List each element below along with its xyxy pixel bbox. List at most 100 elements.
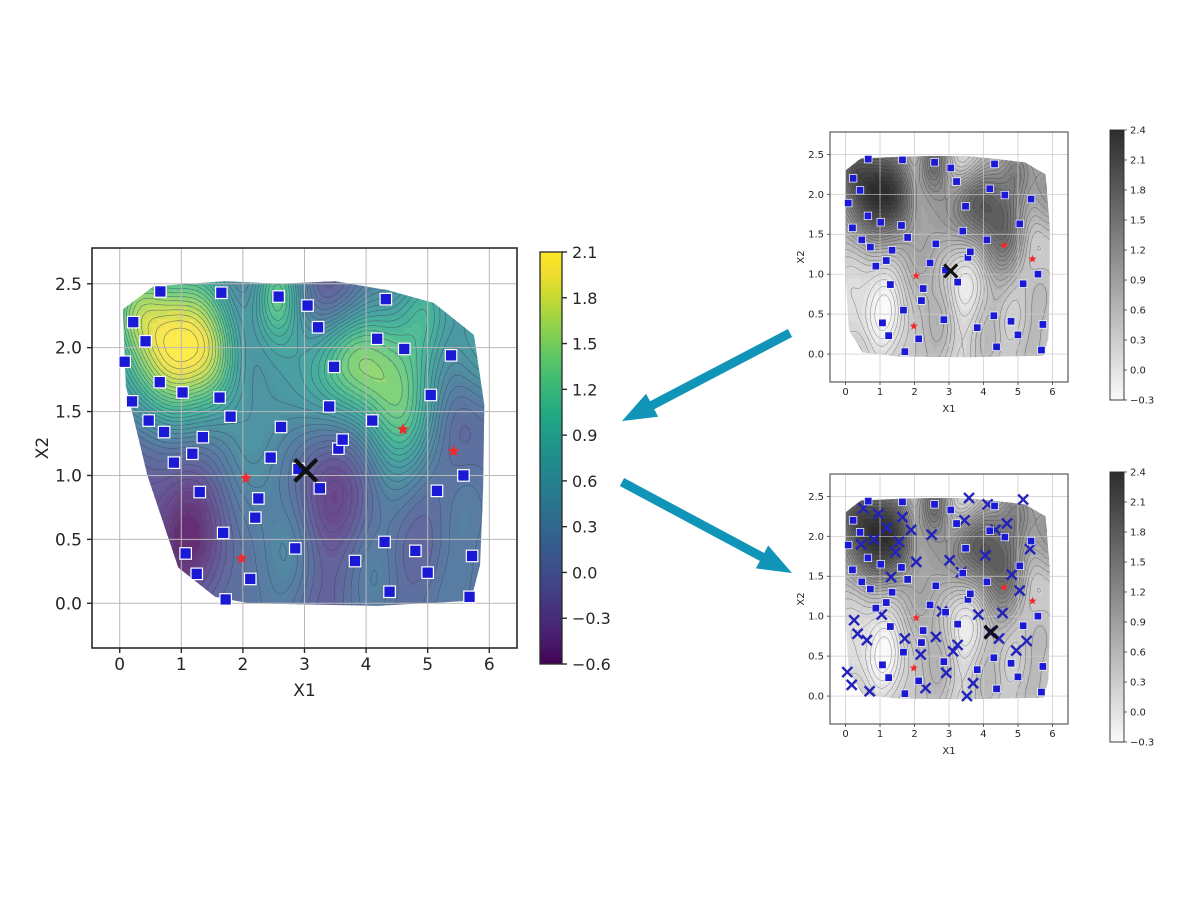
- observed-point-square-marker: [370, 332, 384, 346]
- observed-point-square-marker: [274, 420, 288, 434]
- observed-point-square-marker: [876, 560, 885, 569]
- observed-point-square-marker: [336, 433, 349, 446]
- bottom-right-gray-plot-ytick-label: 1.0: [808, 612, 824, 623]
- observed-point-square-marker: [900, 689, 909, 698]
- candidate-point-x-marker: [881, 521, 893, 534]
- observed-point-square-marker: [383, 585, 396, 599]
- observed-point-square-marker: [939, 657, 948, 666]
- candidate-point-x-marker: [914, 648, 927, 661]
- main-contour-plot-xtick-label: 6: [484, 655, 495, 675]
- bottom-right-gray-plot-xtick-label: 0: [842, 729, 848, 740]
- top-right-gray-plot-xtick-label: 4: [980, 387, 986, 398]
- reference-point-star-marker: [1028, 254, 1037, 263]
- observed-point-square-marker: [1000, 190, 1009, 200]
- observed-point-square-marker: [1013, 672, 1023, 681]
- bottom-right-gray-plot-xtick-label: 1: [877, 729, 883, 740]
- observed-point-square-marker: [1037, 687, 1046, 697]
- observed-point-square-marker: [961, 202, 970, 211]
- query-point-x-marker: [943, 263, 959, 279]
- main-contour-plot-ytick-label: 2.0: [55, 339, 82, 359]
- bottom-right-gray-plot-xtick-label: 5: [1015, 729, 1021, 740]
- main-contour-plot-ytick-label: 1.0: [55, 466, 82, 486]
- observed-point-square-marker: [857, 577, 866, 586]
- top-right-gray-plot-ytick-label: 2.5: [808, 150, 824, 161]
- candidate-point-x-marker: [851, 627, 864, 640]
- top-right-colorbar-tick-label: 0.6: [1130, 306, 1146, 317]
- observed-point-square-marker: [897, 221, 906, 230]
- observed-point-square-marker: [190, 567, 204, 581]
- observed-point-square-marker: [925, 258, 935, 268]
- observed-point-square-marker: [1038, 320, 1047, 329]
- observed-point-square-marker: [1006, 659, 1016, 668]
- observed-point-square-marker: [186, 447, 199, 461]
- main-colorbar-tick-label: 0.9: [572, 426, 597, 445]
- main-colorbar-tick-label: 0.6: [572, 472, 597, 491]
- bottom-right-colorbar-tick-label: 0.9: [1130, 618, 1146, 629]
- candidate-point-x-marker: [1001, 517, 1013, 530]
- observed-point-square-marker: [864, 497, 873, 506]
- observed-point-square-marker: [1015, 219, 1024, 228]
- observed-point-square-marker: [252, 492, 265, 505]
- bottom-right-gray-plot-yaxis-title: X2: [796, 592, 807, 605]
- observed-point-square-marker: [264, 451, 277, 464]
- main-contour-plot: 0 1 2 3 4 5 6 0.0 0.5 1.0 1.5 2.0 2.5 X1 X2 2.1 1.8 1.5 1.…: [33, 243, 611, 701]
- observed-point-square-marker: [866, 242, 875, 252]
- top-right-gray-plot-container: 0 1 2 3 4 5 6 0.0 0.5 1.0 1.5 2.0 2.5 X1 X2 2.4 2.1 1.8 1.…: [775, 118, 1175, 438]
- bottom-right-gray-plot-container: 0 1 2 3 4 5 6 0.0 0.5 1.0 1.5 2.0 2.5 X1 X2 2.4 2.1 1.8 1.…: [775, 460, 1175, 790]
- observed-point-square-marker: [876, 218, 885, 227]
- bottom-right-gray-plot-markers: [841, 492, 1047, 702]
- main-contour-plot-ytick-label: 1.5: [55, 403, 82, 423]
- candidate-point-x-marker: [899, 632, 911, 645]
- main-contour-plot-yaxis-title: X2: [33, 437, 53, 459]
- observed-point-square-marker: [1033, 270, 1043, 279]
- observed-point-square-marker: [167, 456, 181, 469]
- observed-point-square-marker: [154, 285, 167, 298]
- observed-point-square-marker: [179, 547, 192, 560]
- bottom-right-gray-plot-ytick-label: 0.5: [808, 652, 824, 663]
- observed-point-square-marker: [1019, 621, 1028, 630]
- reference-point-star-marker: [447, 445, 460, 457]
- candidate-point-x-marker: [872, 508, 885, 520]
- bottom-right-colorbar-tick-label: 1.8: [1130, 528, 1146, 539]
- bottom-right-colorbar-tick-label: 0.6: [1130, 648, 1146, 659]
- reference-point-star-marker: [397, 423, 409, 435]
- candidate-point-x-marker: [947, 645, 959, 658]
- candidate-point-x-marker: [996, 607, 1009, 619]
- reference-point-star-marker: [1028, 596, 1037, 605]
- observed-point-square-marker: [196, 430, 210, 444]
- observed-point-square-marker: [900, 347, 909, 356]
- main-contour-plot-ytick-label: 0.5: [55, 530, 82, 550]
- observed-point-square-marker: [958, 568, 967, 578]
- bottom-right-colorbar-tick-label: 1.2: [1130, 588, 1146, 599]
- observed-point-square-marker: [989, 311, 998, 320]
- observed-point-square-marker: [985, 526, 994, 535]
- observed-point-square-marker: [397, 342, 411, 356]
- bottom-right-colorbar: 2.4 2.1 1.8 1.5 1.2 0.9 0.6 0.3 0.0 −0.3: [1109, 468, 1154, 749]
- observed-point-square-marker: [863, 211, 873, 220]
- bottom-right-gray-plot: 0 1 2 3 4 5 6 0.0 0.5 1.0 1.5 2.0 2.5 X1 X2 2.4 2.1 1.8 1.…: [796, 468, 1154, 758]
- main-contour-plot-container: 0 1 2 3 4 5 6 0.0 0.5 1.0 1.5 2.0 2.5 X1 X2 2.1 1.8 1.5 1.…: [20, 230, 650, 701]
- observed-point-square-marker: [887, 588, 897, 597]
- top-right-gray-plot-markers: [844, 155, 1047, 356]
- top-right-gray-plot-ytick-label: 2.0: [808, 190, 824, 201]
- observed-point-square-marker: [157, 425, 171, 439]
- observed-point-square-marker: [844, 198, 853, 208]
- observed-point-square-marker: [409, 544, 422, 558]
- observed-point-square-marker: [946, 163, 955, 173]
- observed-point-square-marker: [272, 290, 285, 303]
- observed-point-square-marker: [898, 497, 907, 507]
- observed-point-square-marker: [288, 542, 302, 555]
- observed-point-square-marker: [1026, 536, 1036, 546]
- top-right-gray-plot-xtick-label: 3: [946, 387, 952, 398]
- observed-point-square-marker: [884, 331, 893, 340]
- reference-point-star-marker: [235, 552, 248, 564]
- candidate-point-x-marker: [1017, 493, 1030, 506]
- observed-point-square-marker: [153, 375, 167, 389]
- bottom-right-colorbar-tick-label: 2.4: [1130, 468, 1146, 479]
- observed-point-square-marker: [1015, 561, 1024, 570]
- main-colorbar-tick-label: 0.0: [572, 563, 597, 582]
- top-right-gray-plot-xtick-label: 2: [911, 387, 917, 398]
- observed-point-square-marker: [421, 566, 434, 579]
- main-colorbar-tick-label: 0.3: [572, 518, 597, 537]
